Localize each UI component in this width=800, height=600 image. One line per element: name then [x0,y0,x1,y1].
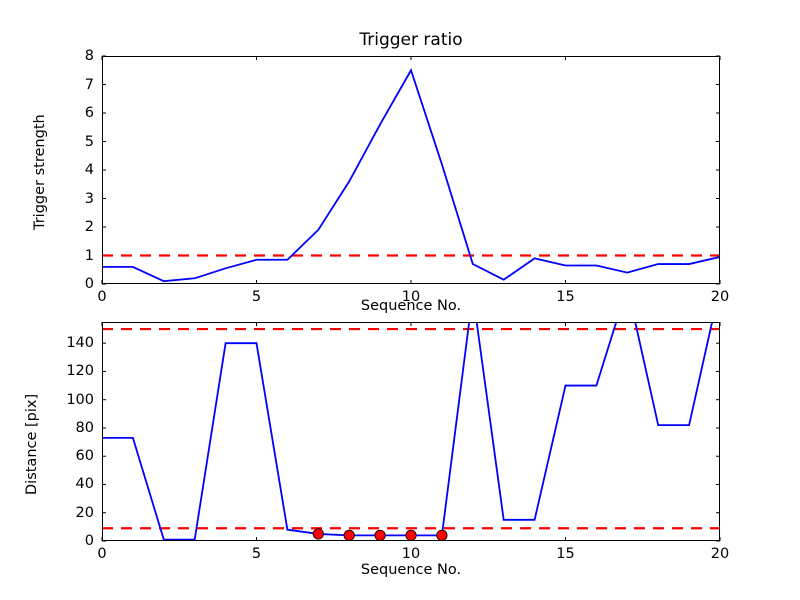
ytick-label: 0 [84,533,94,549]
data-marker-point [405,529,417,541]
ytick-label: 20 [75,504,94,521]
ytick-label: 5 [84,133,94,150]
ytick-label: 100 [66,391,94,408]
xtick-label: 10 [401,546,421,562]
xtick-label: 0 [97,289,107,305]
xtick-label: 5 [251,289,262,305]
distance-plot [101,322,721,542]
ytick-label: 60 [75,448,94,465]
xtick-label: 20 [710,289,730,305]
ytick-label: 1 [84,247,94,264]
data-line [102,68,720,283]
xtick-label: 10 [401,289,421,305]
ytick-label: 80 [75,419,94,436]
xtick-label: 20 [710,546,730,562]
ytick-label: 3 [84,190,94,207]
data-marker-point [436,529,448,541]
data-marker-point [374,529,386,541]
ytick-label: 120 [66,363,94,380]
data-marker-point [343,529,355,541]
xtick-label: 5 [251,546,262,562]
distance-canvas [101,322,721,542]
distance-yaxis-label: Distance [pix] [24,393,40,495]
ytick-label: 0 [84,276,94,292]
ytick-label: 140 [66,335,94,352]
trigger-ratio-plot: Trigger ratio [101,30,721,285]
xtick-label: 15 [556,546,575,562]
ytick-label: 8 [84,48,94,64]
ytick-label: 4 [84,162,94,178]
ytick-label: 7 [84,76,94,93]
ytick-label: 2 [84,219,94,235]
xtick-label: 0 [97,546,107,562]
trigger-ratio-xaxis-label: Sequence No. [360,298,462,314]
xtick-label: 15 [556,289,575,305]
distance-xaxis-label: Sequence No. [360,562,462,578]
ytick-label: 6 [84,105,94,121]
trigger-ratio-canvas [101,55,721,285]
data-marker-point [312,528,324,540]
trigger-ratio-yaxis-label: Trigger strength [32,114,48,230]
ytick-label: 40 [75,476,94,493]
chart-title-trigger-ratio: Trigger ratio [359,30,463,50]
